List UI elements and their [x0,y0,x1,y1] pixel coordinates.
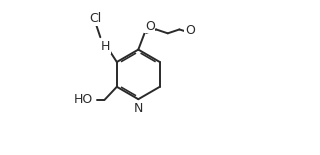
Text: O: O [145,20,155,33]
Text: Cl: Cl [90,12,102,25]
Text: H: H [101,40,110,53]
Text: N: N [134,102,143,115]
Text: HO: HO [74,93,93,106]
Text: O: O [185,24,195,38]
